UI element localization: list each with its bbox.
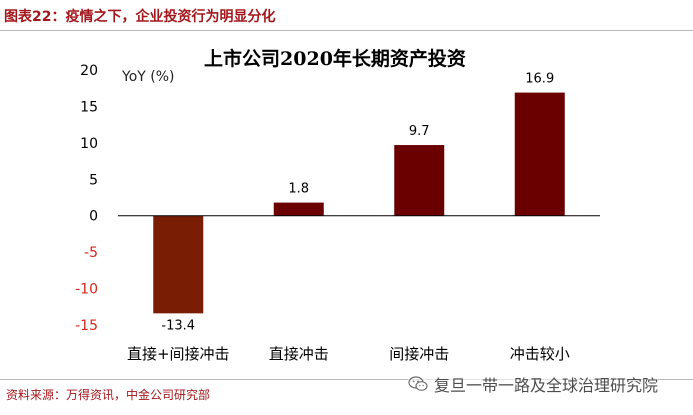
y-tick-label: -10	[75, 282, 98, 298]
y-tick-label: 10	[80, 136, 98, 152]
wechat-icon	[408, 376, 428, 392]
figure-title: 图表22：疫情之下，企业投资行为明显分化	[4, 9, 276, 25]
x-tick-label: 间接冲击	[389, 345, 449, 363]
y-tick-label: 15	[80, 99, 98, 115]
y-tick-label: 20	[80, 63, 98, 79]
y-tick-label: 0	[89, 209, 98, 225]
bar-chart: 上市公司2020年长期资产投资 YoY (%) 20 15 10 5 0 -5 -10 -15…	[75, 47, 600, 363]
bar-value-labels: -13.4 1.8 9.7 16.9	[161, 72, 554, 334]
y-tick-label: -5	[84, 245, 98, 261]
bar	[273, 202, 324, 216]
bar-value-label: 16.9	[525, 72, 554, 87]
source-note: 资料来源：万得资讯，中金公司研究部	[6, 388, 211, 402]
bar-value-label: 9.7	[409, 124, 430, 139]
x-tick-label: 冲击较小	[510, 345, 570, 363]
top-divider	[0, 30, 693, 31]
watermark: 复旦一带一路及全球治理研究院	[408, 372, 659, 396]
y-tick-label: -15	[75, 318, 98, 334]
x-axis-ticks: 直接+间接冲击 直接冲击 间接冲击 冲击较小	[127, 345, 570, 363]
bars	[153, 92, 565, 314]
x-tick-label: 直接+间接冲击	[127, 345, 230, 363]
y-tick-label: 5	[89, 172, 98, 188]
x-tick-label: 直接冲击	[269, 345, 329, 363]
bottom-divider	[0, 379, 693, 380]
watermark-text: 复旦一带一路及全球治理研究院	[434, 376, 659, 395]
bar-value-label: 1.8	[288, 182, 309, 197]
bar	[394, 145, 445, 216]
bar	[153, 215, 204, 314]
y-axis-label: YoY (%)	[121, 69, 175, 85]
bar-value-label: -13.4	[161, 318, 195, 333]
y-axis-ticks: 20 15 10 5 0 -5 -10 -15	[75, 63, 98, 334]
chart-title: 上市公司2020年长期资产投资	[204, 47, 466, 70]
bar	[514, 92, 565, 216]
